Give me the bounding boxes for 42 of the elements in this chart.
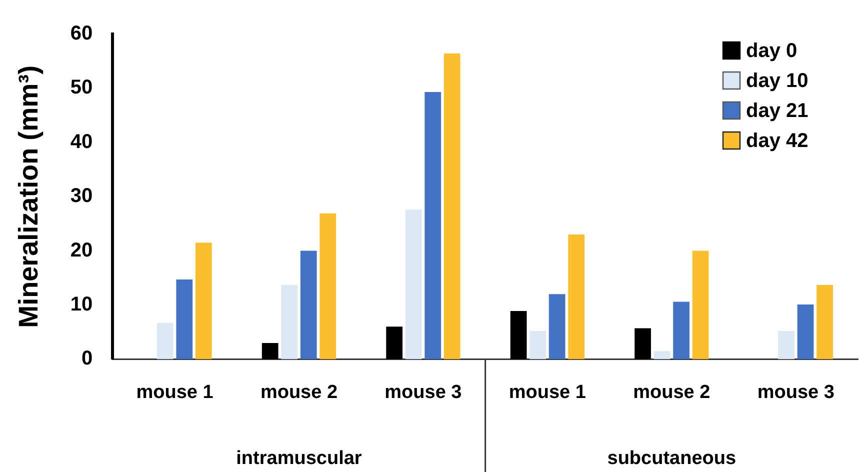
x-tick-label: mouse 2 bbox=[633, 382, 710, 403]
bar bbox=[816, 284, 833, 360]
bar bbox=[692, 250, 709, 360]
bar bbox=[405, 210, 422, 360]
bar bbox=[300, 250, 317, 360]
bar bbox=[778, 331, 794, 360]
x-tick-label: mouse 1 bbox=[508, 382, 586, 403]
bar bbox=[510, 310, 527, 360]
y-tick-label: 0 bbox=[82, 348, 93, 370]
bar bbox=[386, 326, 403, 360]
bar bbox=[654, 351, 670, 360]
y-tick-label: 30 bbox=[70, 185, 93, 208]
legend-label: day 10 bbox=[746, 70, 808, 92]
x-tick-label: mouse 3 bbox=[757, 382, 834, 403]
bar bbox=[548, 294, 566, 360]
x-tick-label: mouse 2 bbox=[260, 382, 338, 403]
bar bbox=[444, 54, 460, 360]
bar bbox=[673, 302, 690, 360]
bar bbox=[320, 213, 336, 360]
text: intramuscular bbox=[236, 448, 362, 470]
legend-label: day 0 bbox=[746, 40, 798, 62]
y-tick-label: 50 bbox=[70, 76, 93, 99]
y-axis-title: Mineralization (mm³) bbox=[14, 65, 44, 328]
bar bbox=[424, 92, 442, 360]
bar bbox=[634, 328, 651, 360]
bar bbox=[281, 284, 298, 360]
y-tick-label: 60 bbox=[70, 22, 93, 45]
legend-label: day 42 bbox=[746, 130, 808, 152]
y-tick-label: 40 bbox=[70, 130, 93, 153]
bar bbox=[195, 242, 212, 360]
x-tick-label: mouse 3 bbox=[384, 382, 462, 403]
x-tick-label: mouse 1 bbox=[136, 382, 214, 403]
bar bbox=[262, 342, 278, 360]
bar bbox=[568, 234, 584, 360]
y-tick-label: 20 bbox=[70, 239, 93, 262]
bar bbox=[797, 304, 814, 360]
y-tick-label: 10 bbox=[70, 294, 93, 316]
bar bbox=[156, 322, 174, 360]
bar bbox=[530, 331, 546, 360]
legend-label: day 21 bbox=[746, 100, 808, 122]
bar bbox=[176, 280, 193, 360]
text: subcutaneous bbox=[607, 448, 736, 470]
